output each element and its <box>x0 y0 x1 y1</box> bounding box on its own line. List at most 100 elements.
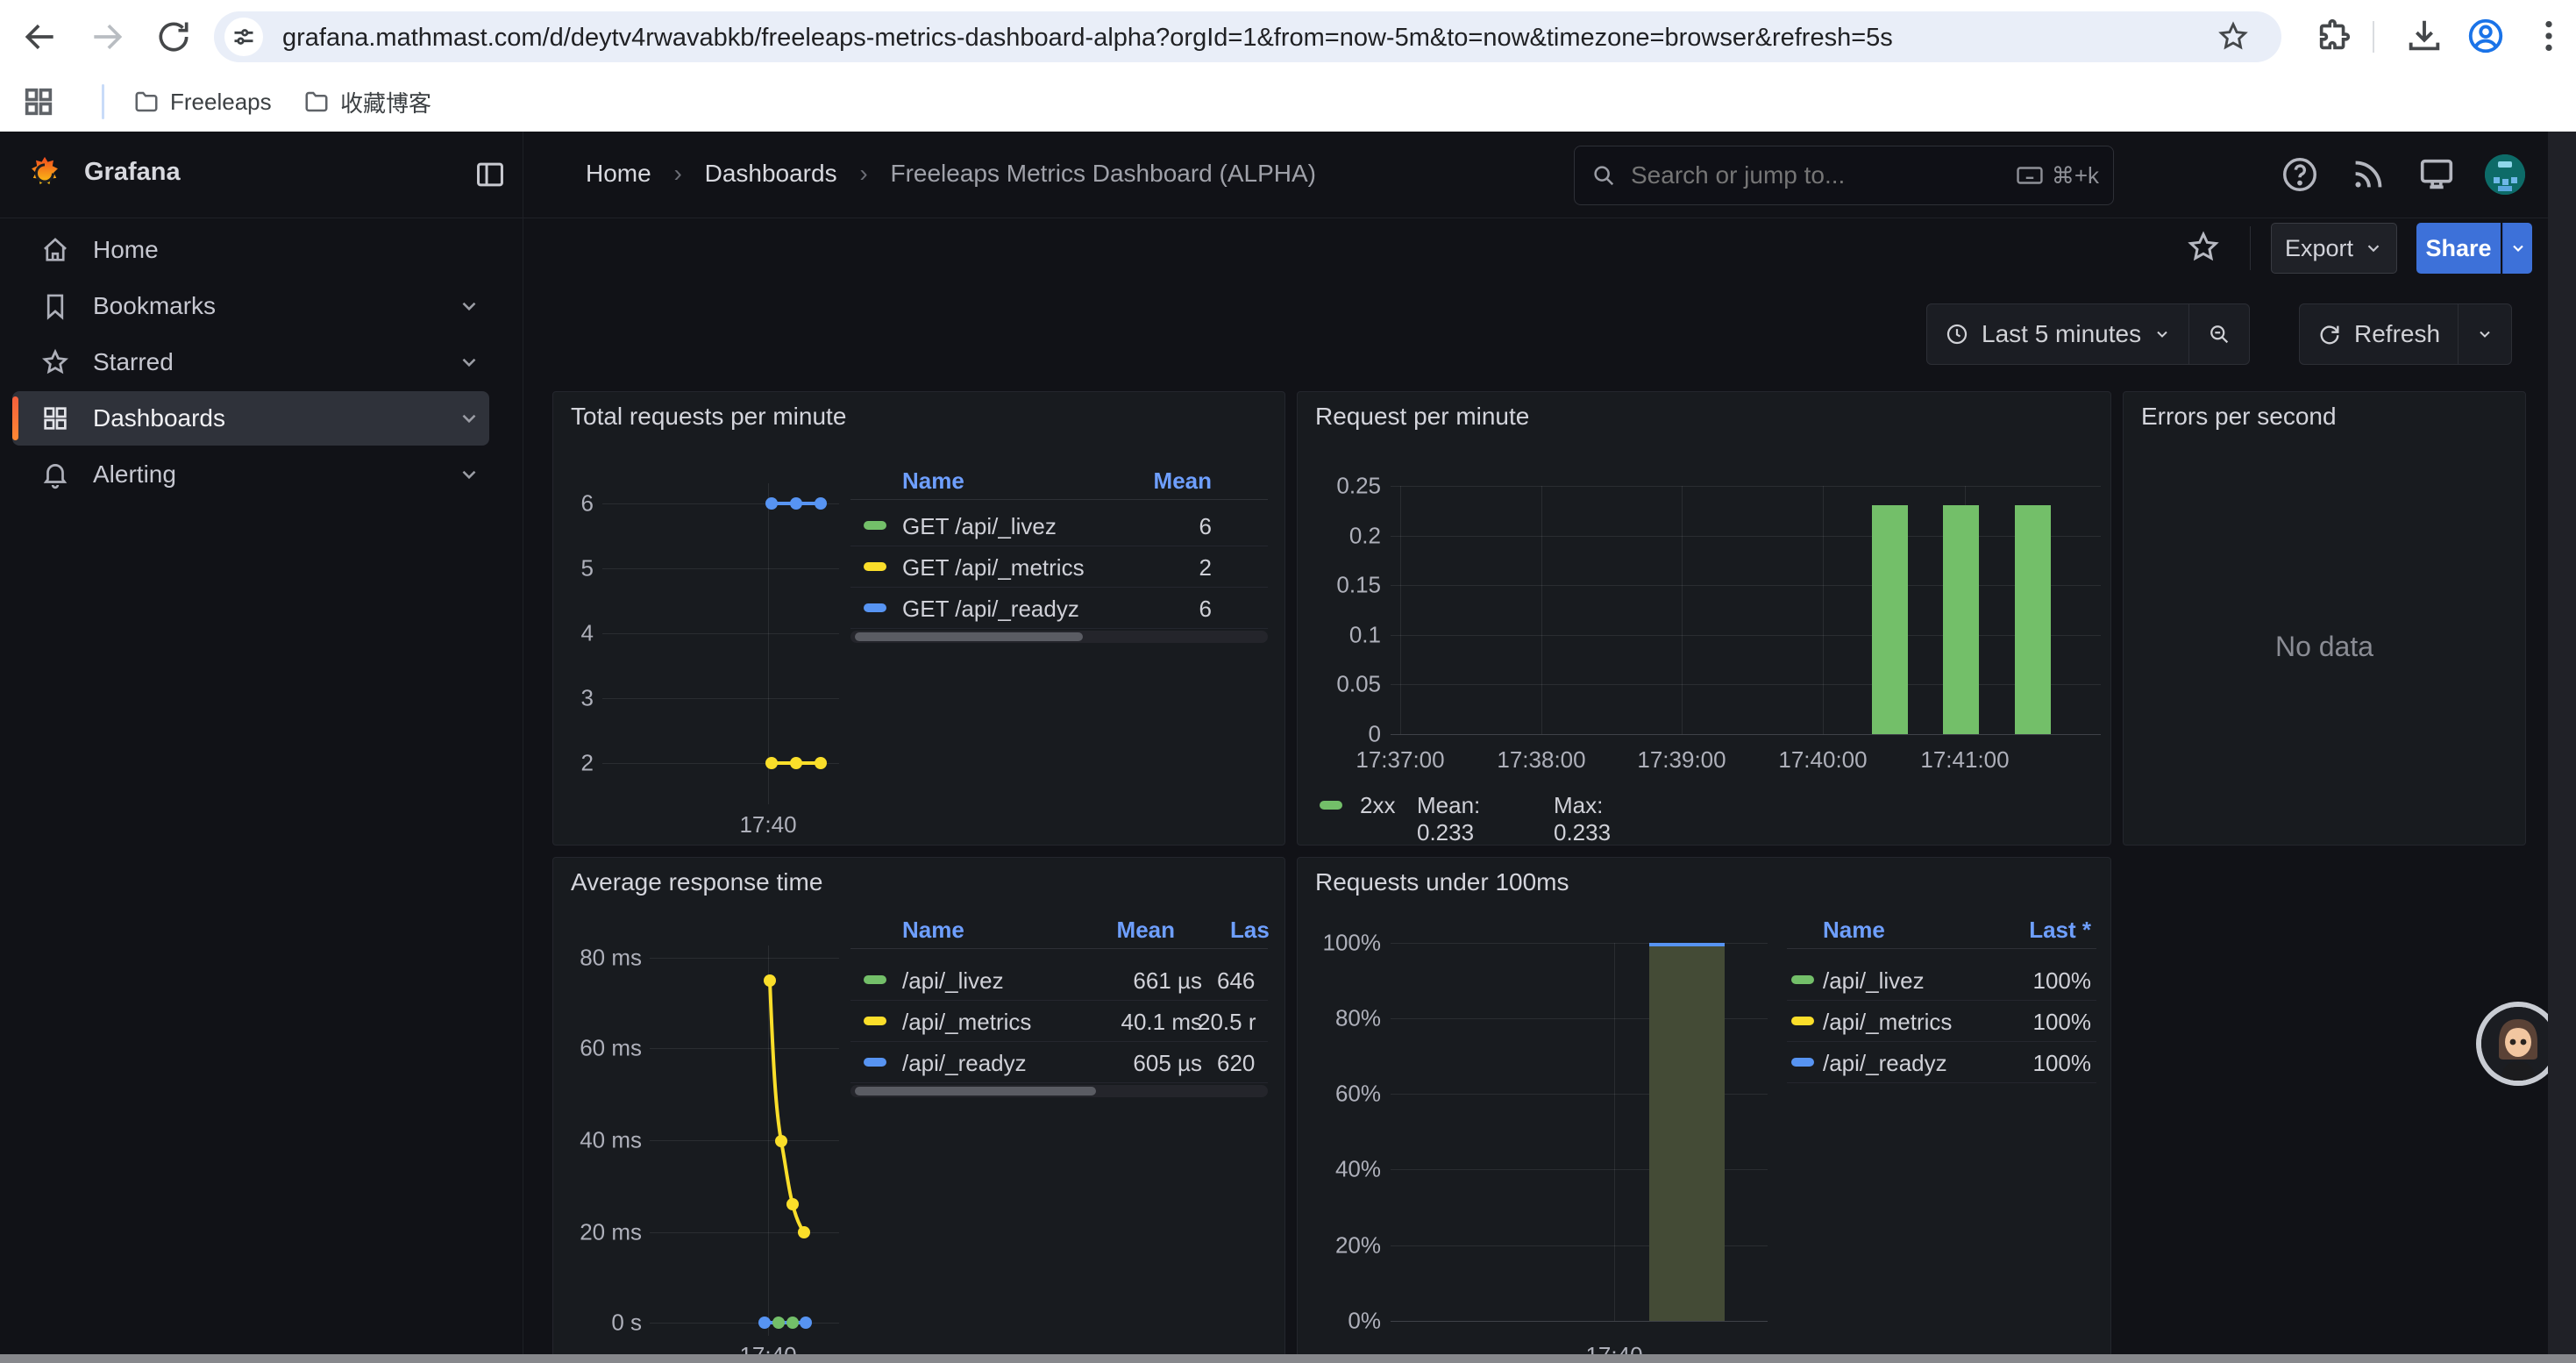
search-input[interactable] <box>1629 161 2015 190</box>
y-tick: 60 ms <box>580 1034 642 1061</box>
y-tick: 60% <box>1334 1080 1381 1107</box>
series-name[interactable]: GET /api/_livez <box>902 513 1057 539</box>
legend-col-name[interactable]: Name <box>902 917 964 943</box>
legend-col-name[interactable]: Name <box>1823 917 1885 943</box>
legend-col-name[interactable]: Name <box>902 467 964 494</box>
legend-scrollbar-thumb[interactable] <box>855 1087 1096 1095</box>
grafana-logo-icon[interactable] <box>25 154 65 195</box>
refresh-interval-dropdown[interactable] <box>2459 304 2511 364</box>
download-icon[interactable] <box>2404 16 2444 56</box>
time-range-picker[interactable]: Last 5 minutes <box>1927 304 2188 364</box>
vertical-scrollbar[interactable] <box>2548 132 2576 1363</box>
panel-title[interactable]: Errors per second <box>2141 403 2337 430</box>
user-avatar[interactable] <box>2485 154 2525 195</box>
legend-col-last[interactable]: Las <box>1230 917 1270 943</box>
favorite-star-icon[interactable] <box>2186 230 2221 265</box>
legend-scrollbar[interactable] <box>850 1085 1268 1097</box>
chevron-down-icon[interactable] <box>458 463 480 486</box>
menu-kebab-icon[interactable] <box>2529 16 2569 56</box>
series-mean: 40.1 ms <box>1121 1009 1203 1035</box>
series-name[interactable]: GET /api/_metrics <box>902 554 1085 581</box>
bar-2xx[interactable] <box>1943 505 1979 734</box>
sidebar-item-bookmarks[interactable]: Bookmarks <box>12 279 489 333</box>
breadcrumb-home[interactable]: Home <box>586 160 651 187</box>
chevron-down-icon[interactable] <box>458 407 480 430</box>
news-rss-icon[interactable] <box>2348 154 2388 195</box>
series-last: 646 <box>1217 967 1256 994</box>
zoom-out-button[interactable] <box>2189 304 2249 364</box>
url-bar[interactable] <box>214 11 2281 64</box>
series-color-green <box>864 521 886 530</box>
y-tick: 0.05 <box>1336 670 1381 697</box>
series-name[interactable]: /api/_livez <box>1823 967 1925 994</box>
grafana-brand[interactable]: Grafana <box>84 158 181 186</box>
share-button[interactable]: Share <box>2416 223 2501 274</box>
series-name[interactable]: /api/_readyz <box>902 1050 1027 1076</box>
series-name[interactable]: GET /api/_readyz <box>902 596 1079 622</box>
legend-col-mean[interactable]: Mean <box>1116 917 1175 943</box>
series-name[interactable]: /api/_metrics <box>1823 1009 1953 1035</box>
bookmark-star-icon[interactable] <box>2217 20 2250 54</box>
legend-row[interactable]: /api/_livez 661 µs 646 <box>850 959 1268 1001</box>
extensions-icon[interactable] <box>2315 16 2355 56</box>
y-tick: 0.25 <box>1336 472 1381 499</box>
sidebar-item-home[interactable]: Home <box>12 223 489 277</box>
apps-grid-icon[interactable] <box>21 84 56 119</box>
series-name[interactable]: /api/_readyz <box>1823 1050 1947 1076</box>
site-settings-icon[interactable] <box>224 18 263 56</box>
refresh-button[interactable]: Refresh <box>2300 304 2458 364</box>
sidebar-item-alerting[interactable]: Alerting <box>12 447 489 502</box>
y-tick: 3 <box>580 684 594 711</box>
help-icon[interactable] <box>2280 154 2320 195</box>
bookmark-folder-freeleaps[interactable]: Freeleaps <box>121 82 284 121</box>
series-color-green <box>1320 801 1342 810</box>
legend-scrollbar-thumb[interactable] <box>855 632 1083 641</box>
sidebar-toggle-icon[interactable] <box>473 158 507 191</box>
share-dropdown-button[interactable] <box>2502 223 2532 274</box>
legend-row[interactable]: /api/_metrics 100% <box>1787 1000 2096 1042</box>
reload-icon[interactable] <box>154 18 193 56</box>
sidebar-item-dashboards[interactable]: Dashboards <box>12 391 489 446</box>
x-tick: 17:40 <box>739 811 797 838</box>
series-last: 620 <box>1217 1050 1256 1076</box>
axis-line <box>1391 1321 1768 1322</box>
legend-row[interactable]: GET /api/_metrics 2 <box>850 546 1268 588</box>
export-button[interactable]: Export <box>2271 223 2397 274</box>
sidebar-item-starred[interactable]: Starred <box>12 335 489 389</box>
legend-col-last[interactable]: Last * <box>2029 917 2091 943</box>
bookmark-folder-blogs[interactable]: 收藏博客 <box>291 82 444 121</box>
back-icon[interactable] <box>21 18 60 56</box>
bar-2xx[interactable] <box>2015 505 2051 734</box>
series-name[interactable]: 2xx <box>1360 792 1396 818</box>
gridline <box>1400 486 1401 734</box>
legend-row[interactable]: /api/_livez 100% <box>1787 959 2096 1001</box>
legend-row[interactable]: GET /api/_livez 6 <box>850 504 1268 546</box>
series-max: Max: 0.233 <box>1554 792 1612 846</box>
series-name[interactable]: /api/_metrics <box>902 1009 1032 1035</box>
legend-col-mean[interactable]: Mean <box>1153 467 1212 494</box>
forward-icon[interactable] <box>88 18 126 56</box>
panel-title[interactable]: Request per minute <box>1315 403 1530 430</box>
monitor-icon[interactable] <box>2416 154 2457 195</box>
url-input[interactable] <box>281 11 2195 64</box>
panel-title[interactable]: Total requests per minute <box>571 403 847 430</box>
series-name[interactable]: /api/_livez <box>902 967 1004 994</box>
legend-scrollbar[interactable] <box>850 631 1268 643</box>
breadcrumb-dashboards[interactable]: Dashboards <box>704 160 837 187</box>
bar-2xx[interactable] <box>1872 505 1908 734</box>
horizontal-scrollbar[interactable] <box>0 1354 2576 1363</box>
legend-row[interactable]: /api/_readyz 605 µs 620 <box>850 1041 1268 1083</box>
y-tick: 5 <box>580 554 594 582</box>
legend-row[interactable]: /api/_readyz 100% <box>1787 1041 2096 1083</box>
chevron-down-icon[interactable] <box>458 351 480 374</box>
chevron-down-icon[interactable] <box>458 295 480 318</box>
legend-row[interactable]: GET /api/_readyz 6 <box>850 587 1268 629</box>
profile-icon[interactable] <box>2466 16 2506 56</box>
area-bar-100pct[interactable] <box>1649 943 1725 1321</box>
gridline <box>768 483 769 804</box>
panel-title[interactable]: Requests under 100ms <box>1315 868 1569 896</box>
panel-title[interactable]: Average response time <box>571 868 823 896</box>
search-box[interactable]: ⌘+k <box>1574 146 2114 205</box>
floating-assistant-avatar[interactable] <box>2476 1002 2560 1086</box>
legend-row[interactable]: /api/_metrics 40.1 ms 20.5 r <box>850 1000 1268 1042</box>
